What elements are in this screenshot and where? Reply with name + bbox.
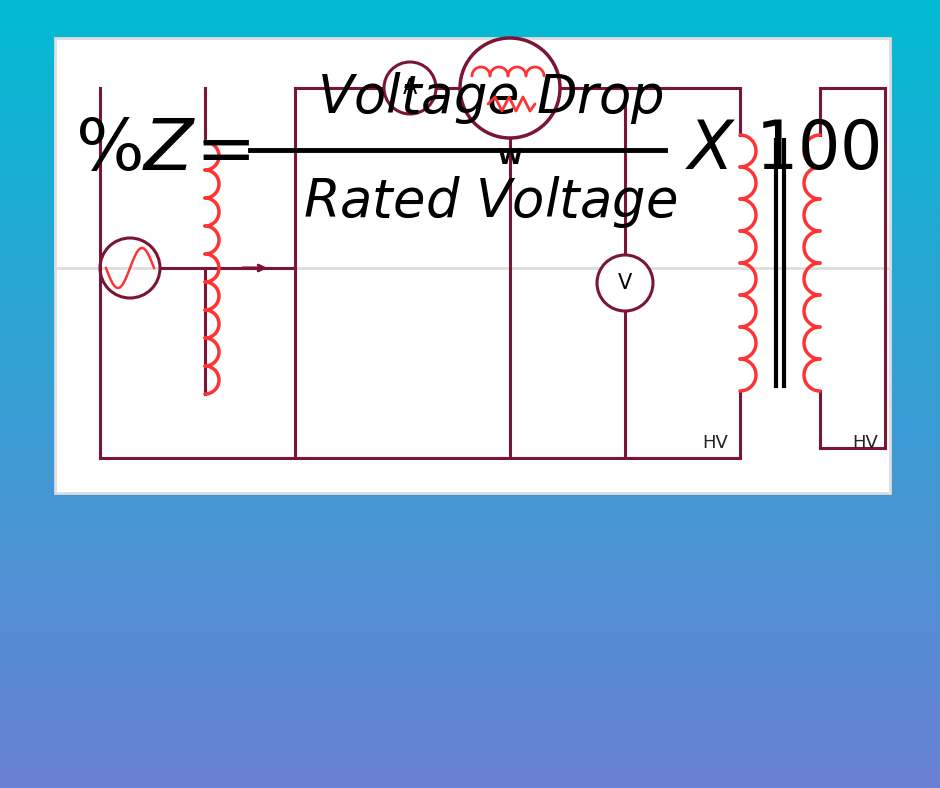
Bar bbox=[55, 58, 890, 493]
Text: $\mathit{Rated\ Voltage}$: $\mathit{Rated\ Voltage}$ bbox=[303, 174, 677, 230]
Circle shape bbox=[597, 255, 653, 311]
Text: A: A bbox=[403, 78, 417, 98]
Circle shape bbox=[460, 38, 560, 138]
Circle shape bbox=[384, 62, 436, 114]
Text: HV: HV bbox=[702, 434, 728, 452]
Text: HV: HV bbox=[852, 434, 878, 452]
Text: V: V bbox=[618, 273, 632, 293]
Text: $\mathit{X}\ 100$: $\mathit{X}\ 100$ bbox=[685, 117, 880, 183]
Text: $\mathit{Voltage\ Drop}$: $\mathit{Voltage\ Drop}$ bbox=[317, 70, 664, 126]
Text: $\mathit{\%Z}$: $\mathit{\%Z}$ bbox=[75, 115, 196, 185]
Text: $=$: $=$ bbox=[180, 115, 249, 185]
Bar bbox=[55, 38, 890, 268]
Text: W: W bbox=[498, 148, 523, 168]
